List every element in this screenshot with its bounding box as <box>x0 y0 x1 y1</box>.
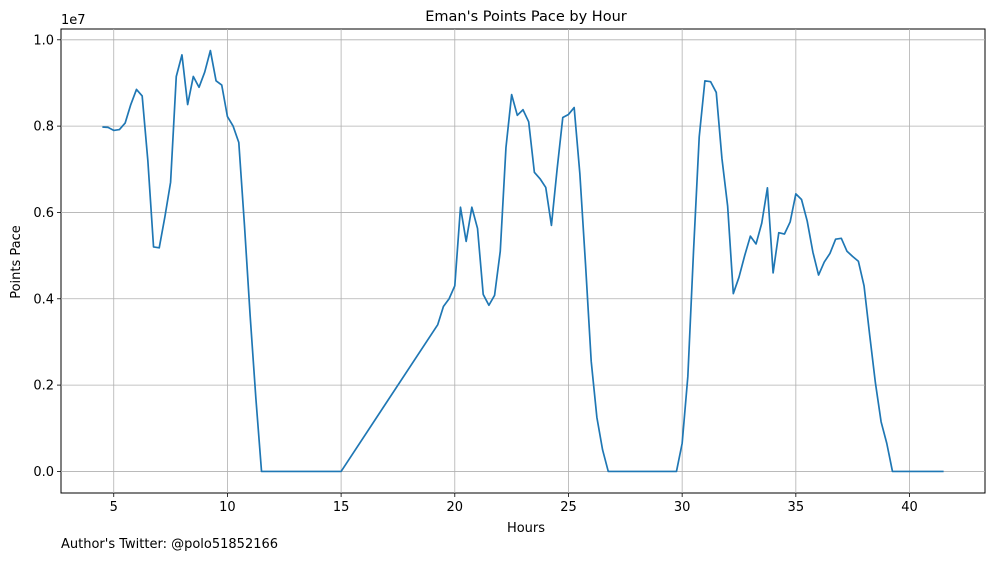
x-tick-label: 10 <box>219 500 236 515</box>
y-tick-label: 0.8 <box>33 120 54 135</box>
y-tick-label: 0.0 <box>33 465 54 480</box>
x-axis-label: Hours <box>507 521 545 536</box>
chart-title: Eman's Points Pace by Hour <box>425 9 627 25</box>
author-footer: Author's Twitter: @polo51852166 <box>61 537 279 552</box>
y-tick-label: 0.2 <box>33 379 54 394</box>
x-tick-label: 25 <box>560 500 577 515</box>
y-tick-label: 0.4 <box>33 292 54 307</box>
grid-lines <box>61 29 985 493</box>
y-axis-offset-label: 1e7 <box>61 13 86 28</box>
x-tick-label: 30 <box>674 500 691 515</box>
series-line <box>102 49 944 473</box>
plot-area <box>60 28 986 494</box>
x-tick-label: 15 <box>333 500 350 515</box>
x-tick-label: 5 <box>110 500 118 515</box>
y-tick-label: 0.6 <box>33 206 54 221</box>
series-lines <box>102 49 944 473</box>
x-tick-label: 20 <box>447 500 464 515</box>
y-tick-label: 1.0 <box>33 33 54 48</box>
axis-ticks: 5 10 15 20 25 30 35 40 0.0 0.2 0.4 0.6 0.8 1.0 <box>33 33 917 515</box>
x-tick-label: 35 <box>788 500 805 515</box>
x-tick-label: 40 <box>901 500 918 515</box>
y-axis-label: Points Pace <box>9 225 24 299</box>
